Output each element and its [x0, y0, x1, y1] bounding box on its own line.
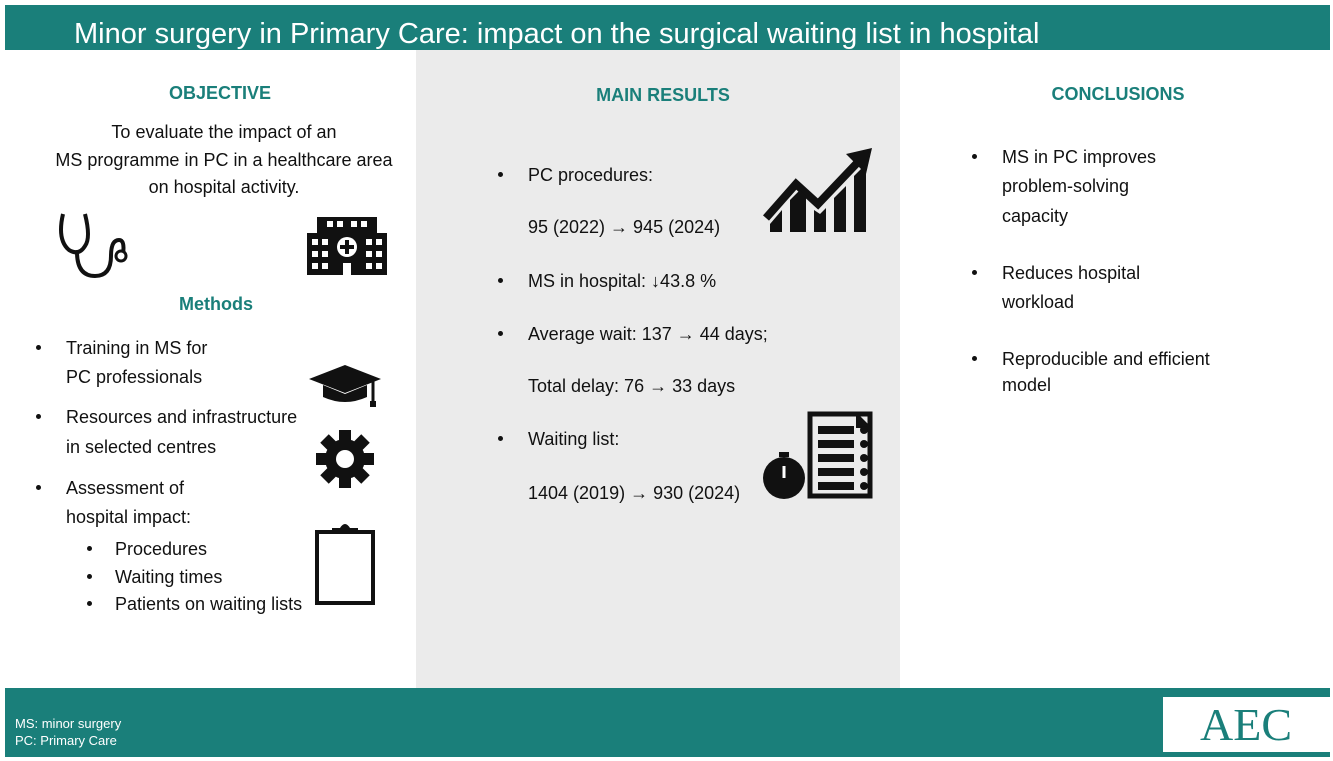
conclusion-line: Reproducible and efficient	[1002, 349, 1210, 369]
bullet	[87, 574, 92, 579]
footnote: PC: Primary Care	[15, 733, 117, 748]
bullet	[972, 356, 977, 361]
bullet	[498, 172, 503, 177]
conclusion-line: MS in PC improves	[1002, 147, 1157, 167]
result-line: Waiting list:	[528, 429, 620, 449]
bullet	[498, 331, 503, 336]
conclusion-line: workload	[1002, 292, 1075, 312]
result-line: Average wait: 137 → 44 days;	[528, 324, 768, 344]
section-heading: OBJECTIVE	[168, 83, 272, 103]
conclusion-line: model	[1002, 375, 1052, 395]
stethoscope-icon	[59, 213, 128, 279]
gear-icon	[316, 430, 374, 488]
bullet	[972, 154, 977, 159]
stopwatch-list-icon	[763, 411, 873, 499]
bullet	[498, 436, 503, 441]
section-heading: Methods	[179, 294, 253, 314]
section-heading: MAIN RESULTS	[596, 85, 730, 105]
result-line: 1404 (2019) → 930 (2024)	[528, 483, 741, 503]
method-line: hospital impact:	[66, 507, 192, 527]
section-heading: CONCLUSIONS	[1051, 84, 1185, 104]
bullet	[36, 485, 41, 490]
bullet	[87, 546, 92, 551]
method-line: PC professionals	[66, 367, 203, 387]
logo: AEC	[1200, 699, 1292, 750]
bullet	[36, 345, 41, 350]
logo-box	[1163, 697, 1330, 752]
bullet	[87, 601, 92, 606]
objective-line: MS programme in PC in a healthcare area	[55, 150, 393, 170]
method-subitem: Procedures	[115, 539, 208, 559]
conclusion-line: capacity	[1002, 206, 1069, 226]
method-subitem: Waiting times	[115, 567, 223, 587]
conclusion-line: problem-solving	[1002, 176, 1130, 196]
results-panel	[416, 50, 900, 688]
clipboard-icon	[315, 524, 375, 605]
method-line: in selected centres	[66, 437, 217, 457]
objective-line: on hospital activity.	[148, 177, 300, 197]
method-line: Resources and infrastructure	[66, 407, 298, 427]
conclusion-line: Reduces hospital	[1002, 263, 1141, 283]
method-line: Training in MS for	[66, 338, 208, 358]
footer-bar	[5, 688, 1330, 757]
growth-chart-icon	[763, 148, 872, 232]
result-line: Total delay: 76 → 33 days	[528, 376, 736, 396]
title: Minor surgery in Primary Care: impact on…	[74, 18, 1040, 50]
bullet	[498, 278, 503, 283]
result-line: MS in hospital: ↓43.8 %	[528, 271, 717, 291]
bullet	[972, 270, 977, 275]
method-line: Assessment of	[66, 478, 185, 498]
bullet	[36, 414, 41, 419]
hospital-icon	[307, 217, 387, 275]
objective-line: To evaluate the impact of an	[111, 122, 337, 142]
result-line: PC procedures:	[528, 165, 654, 185]
method-subitem: Patients on waiting lists	[115, 594, 303, 614]
footnote: MS: minor surgery	[15, 716, 122, 731]
graduation-cap-icon	[309, 365, 381, 407]
result-line: 95 (2022) → 945 (2024)	[528, 217, 721, 237]
header-bar	[5, 5, 1330, 50]
